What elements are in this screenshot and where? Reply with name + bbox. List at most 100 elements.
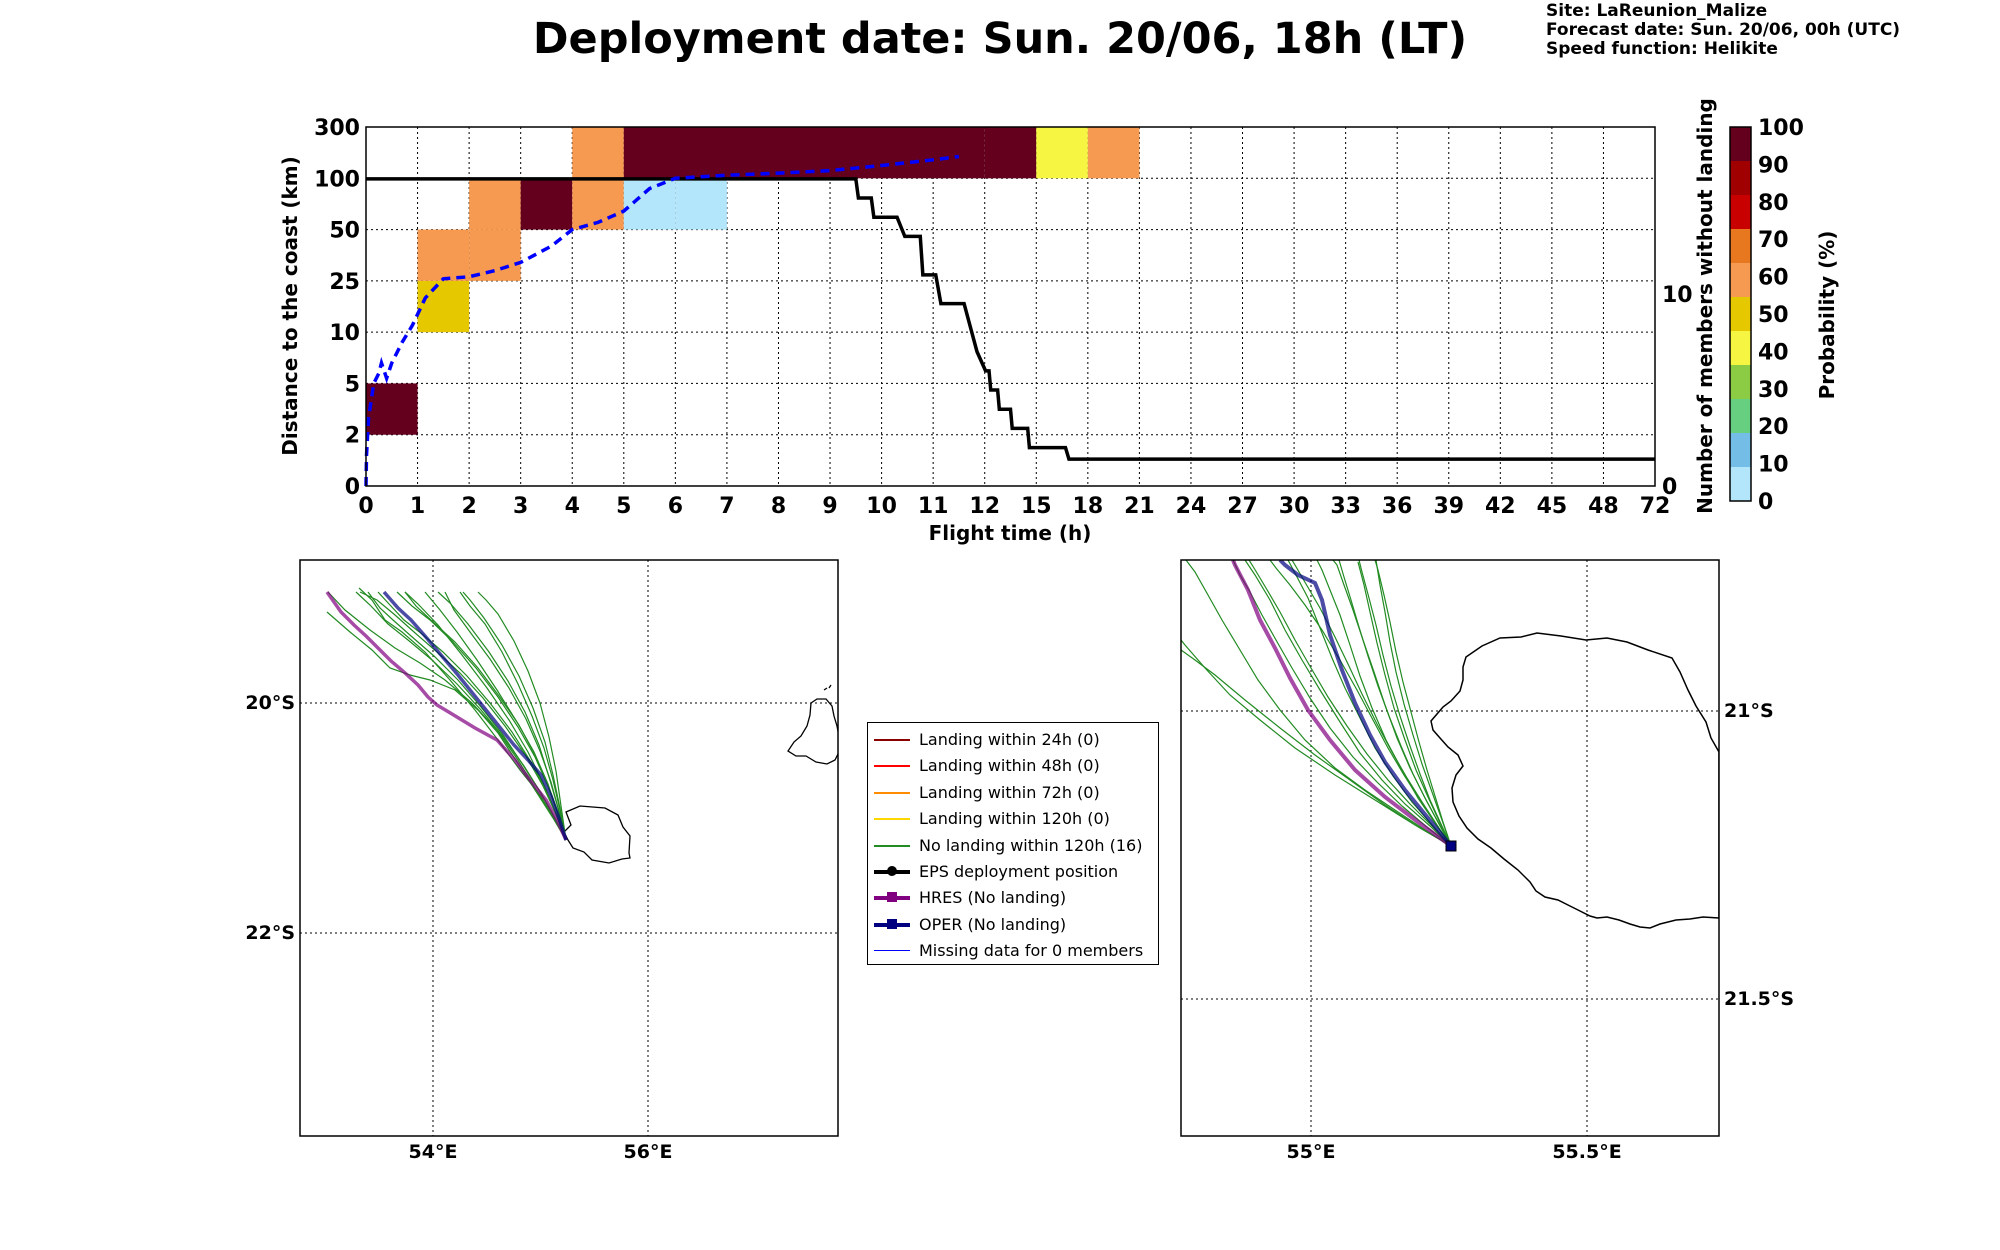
member-track [1244,560,1452,847]
heatmap-cell [366,383,418,435]
legend-marker [887,918,897,929]
member-track [359,591,567,841]
map-right-lon-label: 55.5°E [1552,1141,1621,1163]
colorbar-tick-label: 90 [1758,153,1789,178]
colorbar-tick-label: 70 [1758,228,1789,253]
x-tick-label: 1 [410,494,425,519]
legend-label: OPER (No landing) [919,914,1067,934]
member-track [1185,560,1452,847]
heatmap-cell [417,280,470,333]
x-tick-label: 9 [822,494,837,519]
legend-swatch [874,844,910,847]
legend-label: Missing data for 0 members [919,941,1144,961]
x-tick-label: 11 [918,494,949,519]
colorbar-tick-label: 50 [1758,303,1789,328]
x-tick-label: 33 [1330,494,1361,519]
legend-swatch [874,791,910,794]
y-tick-label: 5 [345,372,360,397]
y-tick-label: 100 [314,167,360,192]
x-tick-label: 18 [1073,494,1104,519]
y-tick-label: 300 [314,116,360,141]
map-left-frame [299,559,839,1137]
member-track [1375,560,1452,847]
legend-item: Landing within 72h (0) [868,780,1158,806]
x-tick-label: 0 [358,494,373,519]
map-left: 20°S 22°S 54°E 56°E [245,559,839,1163]
heatmap-series [364,154,1655,487]
left-map-tracks [325,587,568,841]
legend-item: Landing within 120h (0) [868,806,1158,832]
legend-label: No landing within 120h (16) [919,835,1143,855]
heatmap-cell [623,127,985,179]
legend-item: HRES (No landing) [868,885,1158,911]
x-tick-label: 12 [969,494,1000,519]
x-tick-label: 45 [1537,494,1568,519]
colorbar-swatch [1730,433,1751,467]
member-track [1248,560,1452,847]
x-tick-label: 15 [1021,494,1052,519]
legend-label: Landing within 48h (0) [919,756,1100,776]
member-track [1181,639,1452,847]
x-tick-label: 7 [719,494,734,519]
map-left-lat-label: 22°S [245,922,295,944]
heatmap-cell [1087,127,1140,179]
right-tick-label: 0 [1662,475,1677,500]
oper-track [382,590,568,841]
colorbar-frame [1729,126,1752,502]
reunion-coastline-detail [1430,632,1719,929]
legend-swatch [874,818,910,821]
legend-swatch [874,765,910,768]
map-left-lon-label: 56°E [624,1141,673,1163]
member-track [462,591,567,841]
map-left-lat-label: 20°S [245,692,295,714]
x-tick-label: 5 [616,494,631,519]
y-tick-label: 2 [345,424,360,449]
colorbar-swatch [1730,127,1751,161]
colorbar-swatch [1730,195,1751,229]
heatmap-cell [417,229,470,281]
x-tick-label: 30 [1279,494,1310,519]
legend-label: HRES (No landing) [919,888,1067,908]
oper-track [1278,560,1453,848]
y-axis-label: Distance to the coast (km) [278,156,302,456]
y-tick-label: 10 [329,321,360,346]
site-label: Site: LaReunion_Malize [1546,1,1768,21]
colorbar-swatch [1730,297,1751,331]
map-right-lon-label: 55°E [1287,1141,1336,1163]
member-track [1374,560,1452,847]
x-tick-label: 72 [1640,494,1671,519]
legend-item: Landing within 24h (0) [868,727,1158,753]
right-axis-label: Number of members without landing [1693,98,1717,514]
legend-item: EPS deployment position [868,859,1158,885]
member-track [477,591,567,841]
colorbar-swatch [1730,161,1751,195]
x-tick-label: 10 [866,494,897,519]
member-track [377,591,567,841]
y-tick-label: 50 [329,219,360,244]
legend-item: OPER (No landing) [868,912,1158,938]
mauritius-coastline [787,698,838,765]
x-tick-labels: 0 1 2 3 4 5 6 7 8 9 10 11 12 15 18 21 24 27 30 33 36 39 42 45 48… [358,494,1670,519]
colorbar-tick-label: 0 [1758,490,1773,515]
member-track [326,611,567,841]
map-right-lat-label: 21.5°S [1724,988,1794,1010]
x-tick-label: 48 [1588,494,1619,519]
deployment-marker [1445,840,1457,852]
member-track [459,591,567,841]
legend-label: Landing within 120h (0) [919,809,1110,829]
heatmap-cell [572,127,624,179]
x-axis-label: Flight time (h) [929,521,1092,545]
colorbar-tick-label: 100 [1758,116,1804,141]
members-without-landing-line [366,177,1655,461]
map-legend: Landing within 24h (0) Landing within 48h… [867,722,1159,965]
x-tick-label: 21 [1124,494,1155,519]
forecast-date-label: Forecast date: Sun. 20/06, 00h (UTC) [1546,20,1901,40]
heatmap-cell [675,178,727,230]
map-right-lat-label: 21°S [1724,700,1774,722]
colorbar-tick-label: 30 [1758,378,1789,403]
heatmap-cell [984,127,1037,179]
x-tick-label: 4 [565,494,580,519]
colorbar-tick-label: 80 [1758,191,1789,216]
x-tick-label: 2 [461,494,476,519]
map-right-frame [1180,559,1720,1137]
